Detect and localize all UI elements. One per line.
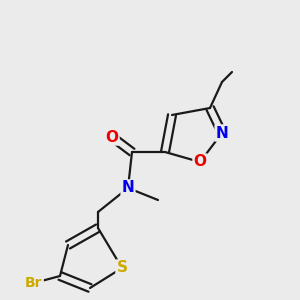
Text: Br: Br [25,276,43,290]
Text: S: S [116,260,128,275]
Text: O: O [106,130,118,145]
Text: O: O [194,154,206,169]
Text: N: N [216,125,228,140]
Text: N: N [122,181,134,196]
